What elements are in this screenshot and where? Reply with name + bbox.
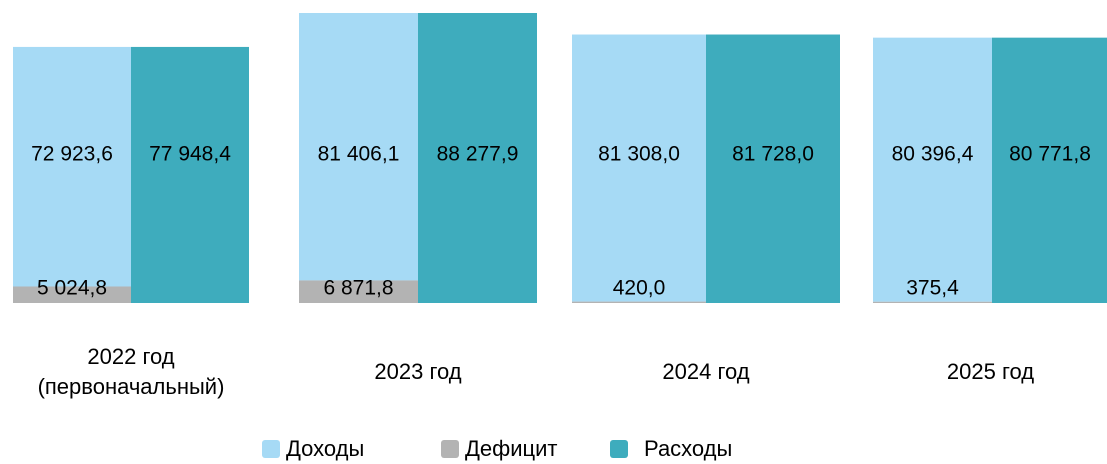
- value-label: 80 771,8: [1009, 143, 1091, 166]
- value-label: 375,4: [906, 277, 959, 300]
- legend-label: Дефицит: [465, 436, 558, 461]
- legend-item: Расходы: [610, 436, 732, 462]
- bar: [418, 13, 537, 303]
- legend-item: Доходы: [262, 436, 364, 462]
- value-label: 5 024,8: [37, 277, 107, 300]
- x-tick-label: 2025 год: [946, 359, 1035, 384]
- bar-segment: [13, 286, 131, 303]
- x-tick-label: 2022 год (первоначальный): [37, 344, 225, 399]
- bar-segment: [299, 280, 418, 303]
- legend-label: Расходы: [644, 436, 733, 461]
- bar-segment: [873, 301, 992, 303]
- x-tick-label: 2023 год: [374, 359, 462, 384]
- value-label: 81 308,0: [598, 143, 680, 166]
- legend-label: Доходы: [286, 436, 365, 461]
- value-label: 81 728,0: [732, 143, 814, 166]
- bar: [992, 37, 1107, 303]
- bar-segment: [572, 301, 706, 303]
- bar-segment: [299, 13, 418, 281]
- bar-segment: [873, 37, 992, 302]
- bar: [706, 34, 840, 304]
- value-label: 6 871,8: [323, 277, 393, 300]
- legend-swatch: [610, 440, 628, 458]
- value-label: 72 923,6: [31, 143, 113, 166]
- legend-item: Дефицит: [441, 436, 558, 462]
- value-label: 420,0: [613, 277, 666, 300]
- bar: [131, 46, 249, 304]
- legend-swatch: [441, 440, 459, 458]
- bar-segment: [572, 34, 706, 302]
- bar-segment: [13, 46, 131, 287]
- value-label: 88 277,9: [437, 143, 519, 166]
- x-tick-label: 2024 год: [662, 359, 750, 384]
- value-label: 77 948,4: [149, 143, 231, 166]
- legend-swatch: [262, 440, 280, 458]
- value-label: 81 406,1: [318, 143, 400, 166]
- value-label: 80 396,4: [892, 143, 974, 166]
